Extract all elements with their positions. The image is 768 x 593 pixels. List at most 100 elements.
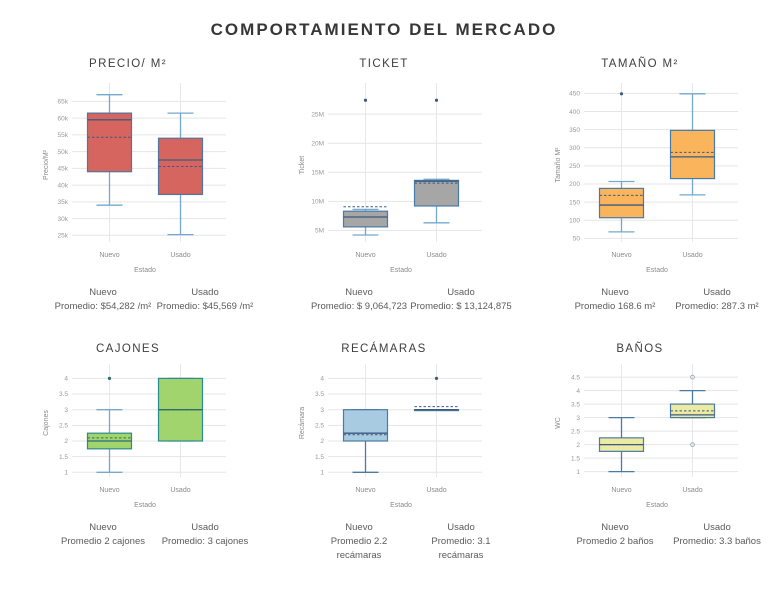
stat-value: Promedio 168.6 m² <box>574 301 656 313</box>
svg-text:50: 50 <box>573 236 581 243</box>
svg-text:150: 150 <box>569 199 580 206</box>
stat-value: Promedio 2 cajones <box>61 535 145 547</box>
svg-text:50k: 50k <box>58 149 69 156</box>
svg-text:20M: 20M <box>311 140 324 147</box>
svg-text:WC: WC <box>555 417 562 429</box>
stat-nuevo: Nuevo Promedio: $54,282 /m² <box>52 286 154 315</box>
svg-text:30k: 30k <box>58 216 69 223</box>
stat-nuevo: Nuevo Promedio 2 cajones <box>52 521 154 550</box>
svg-text:3.5: 3.5 <box>571 401 580 408</box>
svg-text:3: 3 <box>64 406 68 413</box>
svg-text:60k: 60k <box>58 115 69 122</box>
svg-text:2: 2 <box>64 438 68 445</box>
svg-text:10M: 10M <box>311 199 324 206</box>
svg-text:3.5: 3.5 <box>315 391 324 398</box>
charts-grid: PRECIO/ M² 25k 30k 35k 40k 45k 50k 55k 60k 65k Nu… <box>0 54 768 563</box>
svg-text:1: 1 <box>320 469 324 476</box>
chart-precio-m2: PRECIO/ M² 25k 30k 35k 40k 45k 50k 55k 60k 65k Nu… <box>0 54 256 315</box>
svg-text:200: 200 <box>569 181 580 188</box>
chart-footer: Nuevo Promedio: $ 9,064,723 Usado Promed… <box>256 286 512 315</box>
svg-text:5M: 5M <box>315 228 324 235</box>
svg-text:450: 450 <box>569 91 580 98</box>
svg-text:300: 300 <box>569 145 580 152</box>
svg-text:Estado: Estado <box>646 502 668 509</box>
svg-text:400: 400 <box>569 109 580 116</box>
svg-text:Usado: Usado <box>426 487 446 494</box>
stat-nuevo: Nuevo Promedio 2.2 recámaras <box>308 521 410 564</box>
stat-nuevo: Nuevo Promedio 168.6 m² <box>564 286 666 315</box>
svg-text:Nuevo: Nuevo <box>611 487 631 494</box>
chart-ticket: TICKET 5M 10M 15M 20M 25M Nuevo Usado Estado Tic… <box>256 54 512 315</box>
svg-text:Estado: Estado <box>390 502 412 509</box>
stat-value: Promedio: 3 cajones <box>161 535 249 547</box>
chart-footer: Nuevo Promedio 2 cajones Usado Promedio:… <box>0 521 256 550</box>
svg-text:Nuevo: Nuevo <box>355 487 375 494</box>
precio-m2-boxplot: 25k 30k 35k 40k 45k 50k 55k 60k 65k Nuevo Usado Est… <box>43 83 226 274</box>
svg-text:Nuevo: Nuevo <box>611 252 631 259</box>
chart-title: TICKET <box>359 58 409 70</box>
svg-text:1.5: 1.5 <box>315 453 324 460</box>
chart-recamaras: RECÁMARAS 1 1.5 2 2.5 3 3.5 4 Nuevo Usado Estado R… <box>256 339 512 564</box>
stat-label: Nuevo <box>601 287 629 298</box>
svg-text:3: 3 <box>320 406 324 413</box>
svg-text:35k: 35k <box>58 199 69 206</box>
svg-text:Usado: Usado <box>682 487 702 494</box>
ticket-boxplot: 5M 10M 15M 20M 25M Nuevo Usado Estado Ticket <box>299 83 482 274</box>
stat-label: Nuevo <box>345 287 373 298</box>
chart-title: TAMAÑO M² <box>601 58 679 70</box>
stat-label: Nuevo <box>89 521 117 533</box>
stat-nuevo: Nuevo Promedio 2 baños <box>564 521 666 550</box>
svg-text:1.5: 1.5 <box>571 455 580 462</box>
stat-label: Nuevo <box>601 521 629 533</box>
banos-boxplot: 1 1.5 2 2.5 3 3.5 4 4.5 Nuevo Usado Estado WC <box>555 363 738 509</box>
svg-text:2.5: 2.5 <box>571 428 580 435</box>
svg-text:Cajones: Cajones <box>43 409 50 435</box>
svg-text:Usado: Usado <box>170 487 190 494</box>
stat-label: Usado <box>703 521 731 533</box>
page-title: COMPORTAMIENTO DEL MERCADO <box>210 20 558 39</box>
svg-text:Nuevo: Nuevo <box>355 252 375 259</box>
chart-tamano-m2: TAMAÑO M² 50 100 150 200 250 300 350 400 450 Nuev… <box>512 54 768 315</box>
chart-title: BAÑOS <box>616 342 664 355</box>
svg-text:Nuevo: Nuevo <box>99 487 119 494</box>
svg-text:Estado: Estado <box>390 267 412 274</box>
svg-text:2: 2 <box>576 441 580 448</box>
tamano-m2-boxplot: 50 100 150 200 250 300 350 400 450 Nuevo Usado Esta… <box>555 83 738 274</box>
svg-text:Usado: Usado <box>170 252 190 259</box>
chart-title: PRECIO/ M² <box>89 58 167 70</box>
stat-usado: Usado Promedio: $45,569 /m² <box>154 286 256 315</box>
chart-title: RECÁMARAS <box>341 342 427 355</box>
svg-text:Estado: Estado <box>134 502 156 509</box>
svg-text:4: 4 <box>320 375 324 382</box>
svg-text:25M: 25M <box>311 111 324 118</box>
svg-text:350: 350 <box>569 127 580 134</box>
svg-text:1.5: 1.5 <box>59 453 68 460</box>
svg-text:1: 1 <box>576 468 580 475</box>
cajones-boxplot: 1 1.5 2 2.5 3 3.5 4 Nuevo Usado Estado Cajones <box>43 363 226 509</box>
stat-usado: Usado Promedio: 287.3 m² <box>666 286 768 315</box>
chart-title: CAJONES <box>95 342 161 355</box>
svg-text:25k: 25k <box>58 233 69 240</box>
stat-nuevo: Nuevo Promedio: $ 9,064,723 <box>308 286 410 315</box>
chart-banos: BAÑOS 1 1.5 2 2.5 3 3.5 4 4.5 Nuevo Usado Estado WC… <box>512 339 768 564</box>
svg-text:3.5: 3.5 <box>59 391 68 398</box>
svg-text:15M: 15M <box>311 169 324 176</box>
stat-label: Usado <box>191 287 219 298</box>
stat-value: Promedio 2.2 recámaras <box>330 535 388 561</box>
svg-text:250: 250 <box>569 163 580 170</box>
svg-text:40k: 40k <box>58 182 69 189</box>
stat-value: Promedio: $45,569 /m² <box>156 301 254 313</box>
svg-text:Estado: Estado <box>134 267 156 274</box>
svg-text:1: 1 <box>64 469 68 476</box>
stat-usado: Usado Promedio: 3 cajones <box>154 521 256 550</box>
stat-label: Usado <box>191 521 219 533</box>
stat-usado: Usado Promedio: 3.3 baños <box>666 521 768 550</box>
svg-text:Nuevo: Nuevo <box>99 252 119 259</box>
stat-label: Usado <box>703 287 731 298</box>
svg-text:Recámara: Recámara <box>299 406 306 438</box>
svg-text:65k: 65k <box>58 99 69 106</box>
svg-text:Usado: Usado <box>426 252 446 259</box>
chart-footer: Nuevo Promedio: $54,282 /m² Usado Promed… <box>0 286 256 315</box>
stat-label: Nuevo <box>345 521 373 533</box>
chart-footer: Nuevo Promedio 168.6 m² Usado Promedio: … <box>512 286 768 315</box>
